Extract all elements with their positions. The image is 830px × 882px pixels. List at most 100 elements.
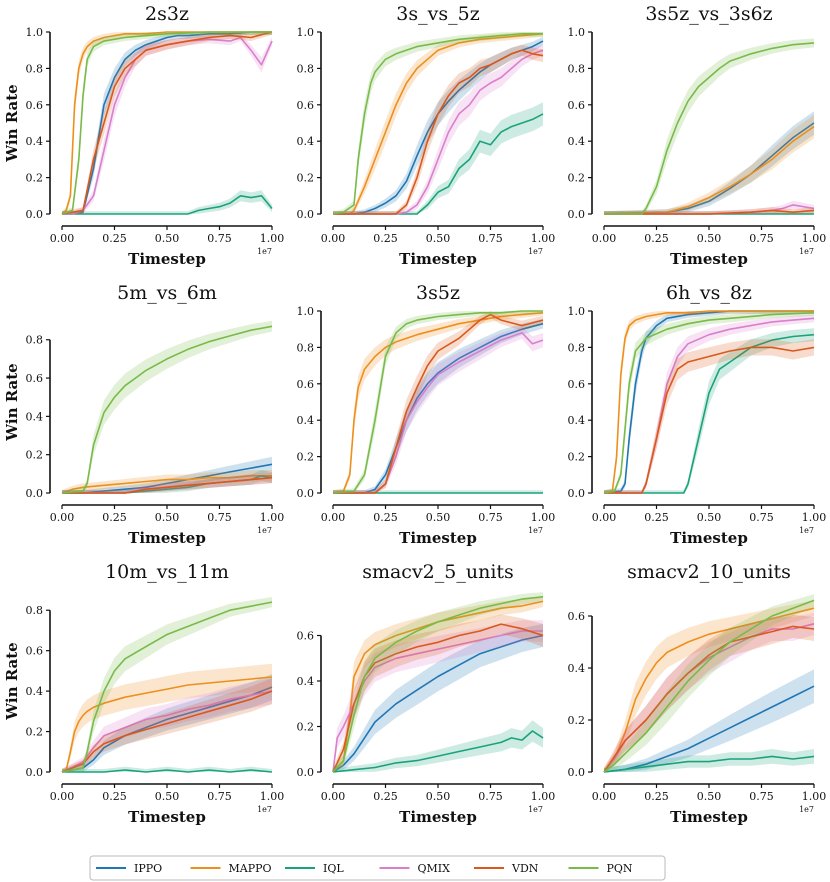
line-pqn bbox=[603, 312, 815, 494]
line-pqn bbox=[604, 42, 815, 215]
line-ippo bbox=[603, 685, 815, 773]
x-tick-label: 1.00 bbox=[802, 790, 827, 803]
y-tick-label: 1.0 bbox=[568, 26, 586, 39]
line-qmix bbox=[332, 630, 543, 773]
line-ippo bbox=[62, 31, 272, 215]
x-tick-label: 0.50 bbox=[697, 511, 722, 524]
y-tick-label: 0.8 bbox=[568, 341, 586, 354]
x-tick-label: 0.00 bbox=[592, 511, 617, 524]
y-tick-label: 0.0 bbox=[568, 766, 586, 779]
x-tick-label: 1.00 bbox=[260, 790, 285, 803]
band-vdn bbox=[604, 207, 814, 214]
band-ippo bbox=[333, 624, 543, 772]
legend-item-pqn: PQN bbox=[568, 862, 633, 875]
line-iql bbox=[604, 333, 815, 494]
y-tick-label: 0.6 bbox=[297, 378, 315, 391]
y-tick-label: 0.6 bbox=[568, 610, 586, 623]
line-vdn bbox=[604, 346, 815, 494]
band-ippo bbox=[604, 111, 814, 214]
y-tick-label: 0.8 bbox=[26, 334, 44, 347]
x-tick-label: 0.00 bbox=[50, 232, 75, 245]
line-qmix bbox=[333, 49, 544, 215]
x-scale-label: 1e7 bbox=[257, 526, 272, 535]
x-tick-label: 0.75 bbox=[207, 511, 232, 524]
legend-item-ippo: IPPO bbox=[96, 862, 162, 875]
y-tick-label: 0.4 bbox=[297, 414, 315, 427]
x-axis-label: Timestep bbox=[128, 250, 206, 268]
x-tick-label: 0.50 bbox=[697, 232, 722, 245]
legend-item-iql: IQL bbox=[285, 862, 344, 875]
x-tick-label: 0.75 bbox=[749, 511, 774, 524]
line-pqn bbox=[332, 310, 543, 494]
line-mappo bbox=[333, 33, 544, 215]
subplot-3s5z: 3s5z 0.0 0.2 0.4 0.6 0.8 1.0 0.00 0.25 0.50 0.75 1.… bbox=[297, 282, 556, 547]
legend-label: MAPPO bbox=[229, 862, 272, 875]
x-axis-label: Timestep bbox=[670, 808, 748, 826]
subplot-title: 3s_vs_5z bbox=[396, 3, 479, 25]
x-scale-label: 1e7 bbox=[799, 805, 814, 814]
x-tick-label: 0.00 bbox=[321, 511, 346, 524]
x-tick-label: 0.00 bbox=[321, 790, 346, 803]
subplot-title: 10m_vs_11m bbox=[105, 561, 229, 583]
legend-label: IPPO bbox=[134, 862, 162, 875]
y-axis-label: Win Rate bbox=[3, 84, 21, 162]
band-pqn bbox=[62, 32, 272, 214]
subplot-title: smacv2_10_units bbox=[627, 561, 791, 583]
y-tick-label: 0.4 bbox=[26, 135, 44, 148]
x-tick-label: 1.00 bbox=[260, 511, 285, 524]
line-iql bbox=[62, 474, 273, 494]
band-ippo bbox=[333, 36, 543, 215]
band-mappo bbox=[62, 32, 272, 214]
line-vdn bbox=[333, 313, 544, 494]
x-tick-label: 0.25 bbox=[644, 790, 669, 803]
line-vdn bbox=[332, 623, 544, 773]
y-tick-label: 0.2 bbox=[297, 172, 315, 185]
legend: IPPO MAPPO IQL QMIX VDN PQN bbox=[89, 855, 666, 881]
subplot-3s5z_vs_3s6z: 3s5z_vs_3s6z 0.0 0.2 0.4 0.6 0.8 1.0 0.00 0.25 0.… bbox=[568, 3, 827, 268]
x-tick-label: 0.75 bbox=[478, 511, 503, 524]
band-vdn bbox=[604, 614, 814, 772]
x-tick-label: 0.50 bbox=[155, 232, 180, 245]
x-tick-label: 0.50 bbox=[426, 511, 451, 524]
x-tick-label: 0.50 bbox=[155, 790, 180, 803]
x-tick-label: 0.00 bbox=[50, 511, 75, 524]
legend-box bbox=[89, 855, 666, 881]
y-tick-label: 1.0 bbox=[297, 305, 315, 318]
band-ippo bbox=[62, 456, 272, 493]
line-qmix bbox=[61, 690, 273, 773]
y-tick-label: 0.8 bbox=[26, 62, 44, 75]
y-axis-label: Win Rate bbox=[3, 363, 21, 441]
y-tick-label: 0.0 bbox=[297, 208, 315, 221]
y-tick-label: 0.0 bbox=[297, 766, 315, 779]
x-tick-label: 0.00 bbox=[592, 232, 617, 245]
band-mappo bbox=[62, 663, 272, 772]
x-axis-label: Timestep bbox=[399, 250, 477, 268]
x-tick-label: 0.25 bbox=[373, 790, 398, 803]
y-tick-label: 0.0 bbox=[26, 766, 44, 779]
x-tick-label: 1.00 bbox=[531, 511, 556, 524]
subplot-3s_vs_5z: 3s_vs_5z 0.0 0.2 0.4 0.6 0.8 1.0 0.00 0.25 0.50 0.… bbox=[297, 3, 556, 268]
x-tick-label: 0.50 bbox=[426, 232, 451, 245]
line-vdn bbox=[61, 31, 273, 215]
band-qmix bbox=[333, 44, 543, 215]
x-scale-label: 1e7 bbox=[799, 526, 814, 535]
legend-item-vdn: VDN bbox=[474, 862, 539, 875]
subplot-title: 6h_vs_8z bbox=[666, 282, 752, 304]
x-tick-label: 1.00 bbox=[531, 232, 556, 245]
x-tick-label: 0.25 bbox=[102, 511, 127, 524]
line-ippo bbox=[333, 322, 544, 494]
y-tick-label: 1.0 bbox=[568, 305, 586, 318]
y-tick-label: 0.6 bbox=[297, 630, 315, 643]
line-iql bbox=[62, 195, 273, 215]
line-mappo bbox=[61, 31, 272, 215]
x-tick-label: 0.25 bbox=[373, 511, 398, 524]
x-tick-label: 0.25 bbox=[644, 232, 669, 245]
line-vdn bbox=[62, 476, 273, 494]
x-axis-label: Timestep bbox=[670, 250, 748, 268]
line-vdn bbox=[61, 690, 273, 773]
subplot-2s3z: 2s3z 0.0 0.2 0.4 0.6 0.8 1.0 0.00 0.25 0.50 0.75 1.… bbox=[3, 3, 284, 268]
x-tick-label: 0.50 bbox=[426, 790, 451, 803]
subplot-grid: 2s3z 0.0 0.2 0.4 0.6 0.8 1.0 0.00 0.25 0.50 0.75 1.… bbox=[3, 3, 826, 826]
x-tick-label: 1.00 bbox=[802, 232, 827, 245]
band-pqn bbox=[62, 597, 272, 772]
